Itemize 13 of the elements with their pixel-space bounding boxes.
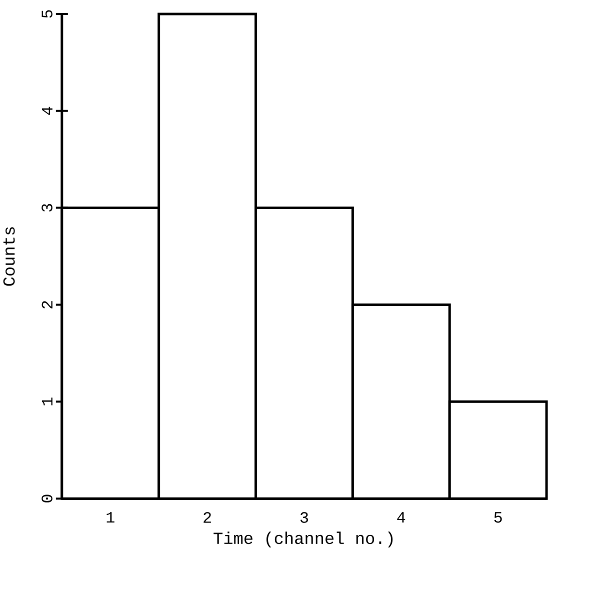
y-axis-title: Counts [3, 227, 15, 286]
x-tick-label: 3 [300, 512, 308, 523]
y-tick-label: 2 [42, 300, 52, 308]
x-tick-label: 5 [494, 512, 502, 523]
y-tick-label: 0 [42, 494, 52, 502]
x-tick-label: 2 [204, 512, 211, 523]
x-tick-label: 1 [106, 512, 114, 522]
y-tick-label: 5 [42, 10, 52, 18]
x-tick-label: 4 [397, 512, 406, 522]
y-tick-label: 1 [42, 398, 52, 406]
y-tick-label: 4 [42, 106, 52, 115]
y-tick-label: 3 [42, 204, 52, 212]
x-axis-title: Time (channel no.) [214, 532, 393, 548]
